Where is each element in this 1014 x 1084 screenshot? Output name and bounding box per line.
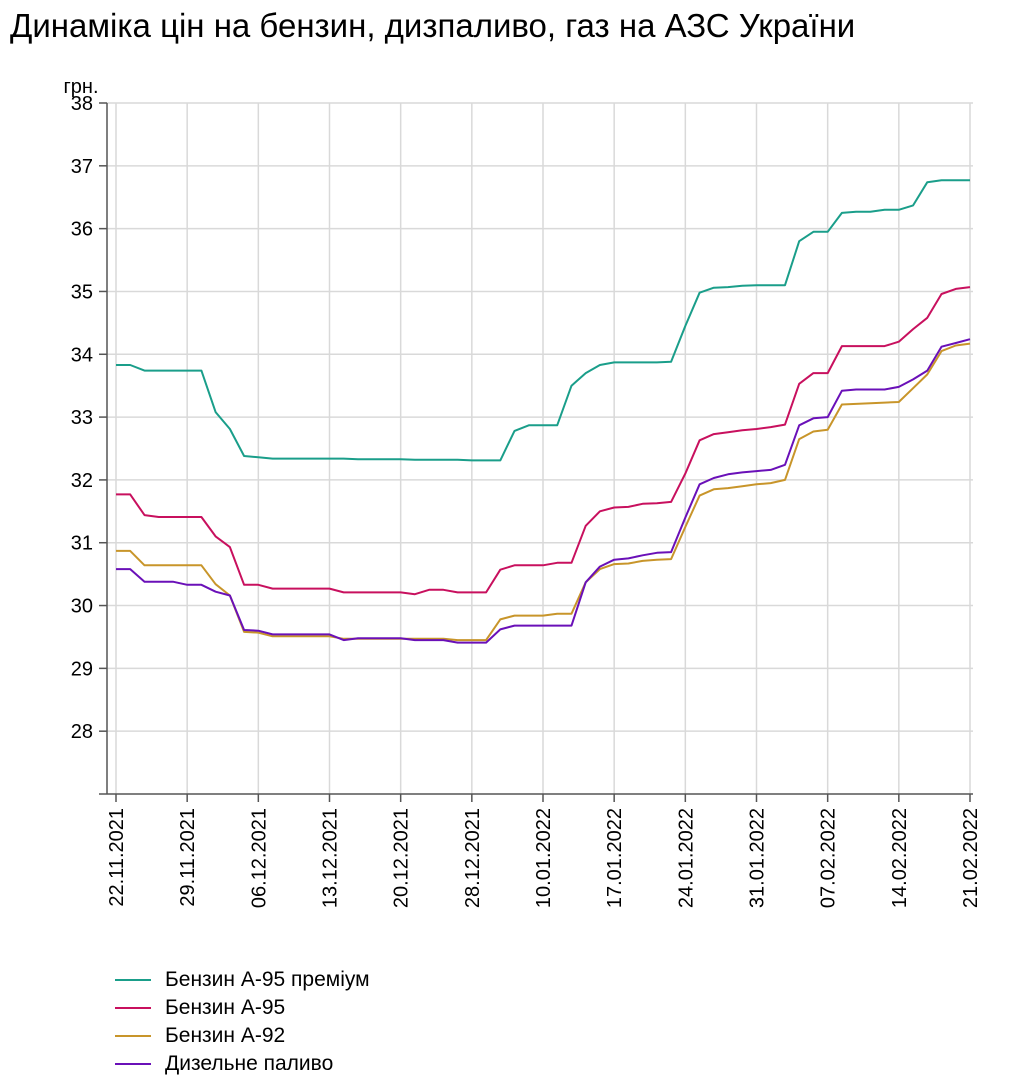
legend-swatch [115,1035,151,1037]
legend-label: Бензин А-92 [165,1024,286,1047]
legend-item: Бензин А-95 [115,994,370,1022]
series-line-3 [116,342,971,642]
series-line-4 [116,338,971,644]
series-line-2 [116,286,971,596]
y-tick-label: 28 [71,721,93,743]
legend-item: Бензин А-95 преміум [115,966,370,994]
axes: 28 29 30 31 32 33 34 35 36 37 38 22.11.2021 29.11.20… [63,76,982,908]
x-tick-label: 20.12.2021 [391,808,413,908]
x-tick-label: 31.01.2022 [747,808,769,908]
legend-swatch [115,1007,151,1009]
x-tick-label: 13.12.2021 [320,808,342,908]
y-tick-label: 38 [71,93,93,115]
x-tick-label: 06.12.2021 [248,808,270,908]
x-tick-label: 21.02.2022 [960,808,982,908]
y-tick-label: 29 [71,658,93,680]
legend-label: Дизельне паливо [165,1052,334,1075]
y-tick-label: 37 [71,156,93,178]
x-tick-label: 28.12.2021 [462,808,484,908]
legend-swatch [115,1063,151,1065]
y-tick-label: 34 [71,344,93,366]
y-tick-label: 32 [71,470,93,492]
series-lines [116,179,971,644]
y-tick-label: 35 [71,281,93,303]
x-tick-label: 24.01.2022 [675,808,697,908]
x-tick-label: 17.01.2022 [604,808,626,908]
y-tick-label: 30 [71,596,93,618]
x-tick-label: 29.11.2021 [177,808,199,907]
x-tick-label: 10.01.2022 [533,808,555,908]
y-axis-label: грн. [63,76,98,98]
grid-lines [107,102,973,794]
chart-title: Динаміка цін на бензин, дизпаливо, газ н… [10,7,856,44]
y-tick-label: 31 [71,533,93,555]
x-tick-label: 14.02.2022 [889,808,911,908]
legend-item: Дизельне паливо [115,1050,370,1078]
legend-label: Бензин А-95 преміум [165,968,370,991]
legend-label: Бензин А-95 [165,996,286,1019]
legend: Бензин А-95 преміум Бензин А-95 Бензин А-9… [115,966,370,1078]
series-line-1 [116,179,970,462]
legend-swatch [115,979,151,981]
legend-item: Бензин А-92 [115,1022,370,1050]
y-tick-label: 33 [71,407,93,429]
x-tick-label: 07.02.2022 [818,808,840,908]
x-tick-label: 22.11.2021 [106,808,128,907]
y-tick-label: 36 [71,219,93,241]
